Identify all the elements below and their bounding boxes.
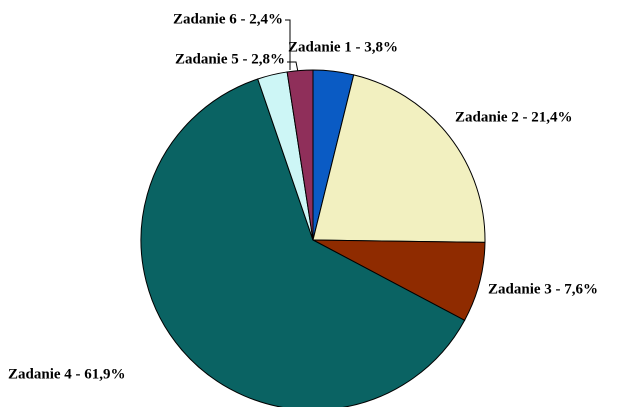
pie-slice: [286, 69, 314, 241]
pie-slice: [140, 78, 466, 407]
slice-label: Zadanie 5 - 2,8%: [175, 51, 285, 67]
slice-label: Zadanie 3 - 7,6%: [488, 281, 598, 297]
pie-slice: [312, 74, 486, 243]
slice-label: Zadanie 4 - 61,9%: [8, 366, 126, 382]
slice-label: Zadanie 2 - 21,4%: [455, 109, 573, 125]
slice-label: Zadanie 1 - 3,8%: [288, 39, 398, 55]
slice-label: Zadanie 6 - 2,4%: [173, 11, 283, 27]
leader-line: [285, 19, 291, 70]
leader-line: [287, 61, 299, 73]
